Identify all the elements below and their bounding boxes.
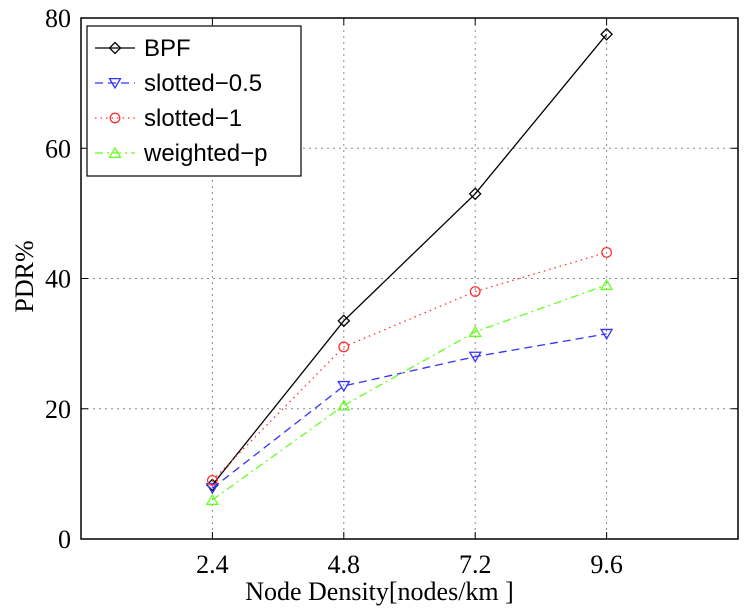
x-tick-label: 9.6 — [590, 550, 623, 579]
series-2-point — [206, 474, 218, 486]
series-3-point — [599, 278, 614, 291]
series-2-point — [338, 341, 350, 353]
series-line-1 — [212, 333, 607, 489]
legend-marker-0 — [108, 41, 122, 55]
series-line-2 — [211, 251, 607, 481]
series-0-point — [337, 314, 351, 328]
series-1-point — [337, 380, 351, 393]
series-3-point — [205, 493, 220, 505]
legend-label-3: weighted−p — [143, 140, 267, 167]
series-1-point — [205, 483, 220, 495]
legend: BPF slotted−0.5 slotted−1 weighted−p — [86, 25, 302, 177]
series-0-point — [468, 187, 482, 201]
x-tick-label: 4.8 — [328, 550, 361, 579]
axis-ticks: 2.4 4.8 7.2 9.6 0 20 40 60 80 — [45, 4, 738, 579]
legend-marker-1 — [108, 77, 122, 90]
legend-box — [86, 25, 302, 177]
series-lines — [205, 27, 614, 505]
series-line-0 — [211, 33, 608, 486]
x-tick-label: 7.2 — [459, 550, 492, 579]
series-1-point — [599, 328, 614, 341]
series-0-point — [600, 27, 614, 41]
x-tick-label: 2.4 — [196, 550, 229, 579]
series-3-point — [337, 399, 351, 411]
y-tick-label: 40 — [45, 265, 71, 294]
legend-label-1: slotted−0.5 — [144, 70, 262, 97]
legend-marker-2 — [109, 112, 121, 124]
series-line-3 — [212, 284, 607, 501]
y-tick-label: 0 — [58, 525, 71, 554]
y-tick-label: 80 — [45, 4, 71, 33]
legend-label-2: slotted−1 — [144, 105, 242, 132]
series-1-point — [468, 351, 482, 363]
series-2-point — [469, 286, 481, 297]
y-tick-label: 20 — [45, 395, 71, 424]
legend-label-0: BPF — [144, 35, 191, 62]
series-2-point — [601, 246, 613, 258]
y-axis-label: PDR% — [10, 240, 39, 312]
series-3-point — [468, 325, 482, 337]
x-axis-label: Node Density[nodes/km ] — [245, 577, 514, 606]
y-tick-label: 60 — [45, 134, 71, 163]
legend-marker-3 — [108, 146, 122, 159]
